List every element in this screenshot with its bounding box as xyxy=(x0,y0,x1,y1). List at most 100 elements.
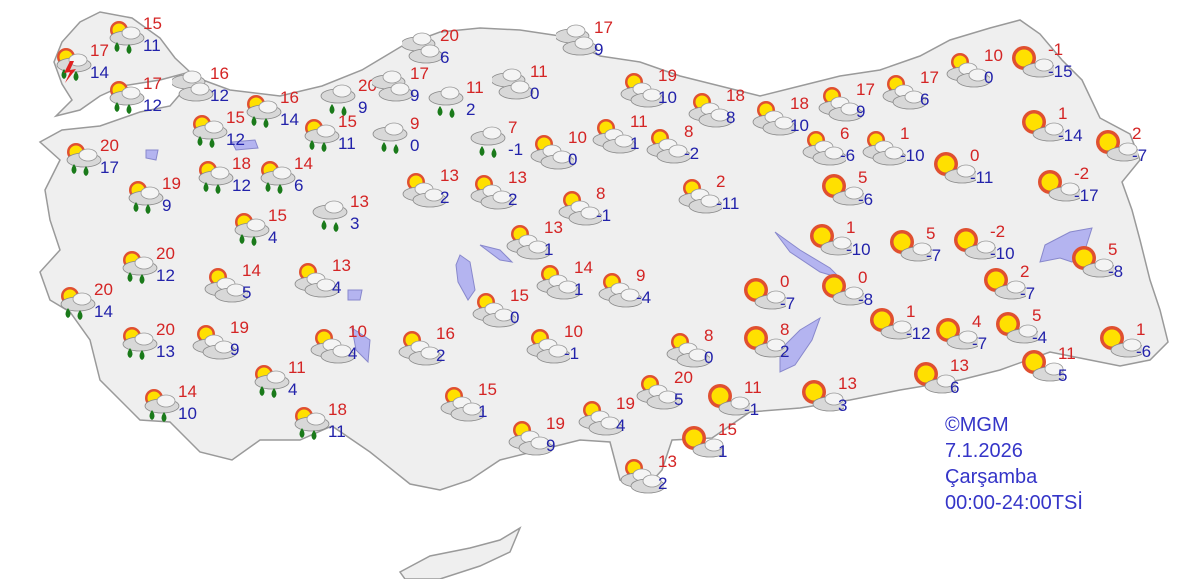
partly-cloudy-icon xyxy=(472,293,516,328)
partly-cloudy-icon xyxy=(294,263,338,298)
partly-cloudy-rain-icon xyxy=(234,213,270,246)
partly-cloudy-rain-icon xyxy=(122,327,158,360)
forecast-station: 17 12 xyxy=(105,75,185,124)
mostly-sunny-icon xyxy=(744,278,786,310)
high-temp: 14 xyxy=(574,258,593,277)
cloud-rain-icon xyxy=(372,122,408,154)
high-temp: 17 xyxy=(410,64,429,83)
low-temp: 2 xyxy=(508,190,518,209)
forecast-station: 19 9 xyxy=(192,319,272,368)
mostly-sunny-icon xyxy=(708,384,750,416)
mostly-sunny-icon xyxy=(984,268,1026,300)
high-temp: 5 xyxy=(1108,240,1118,259)
partly-cloudy-icon xyxy=(882,75,926,110)
forecast-station: -2 -10 xyxy=(952,223,1032,272)
high-temp: 20 xyxy=(674,368,693,387)
forecast-station: 1 -10 xyxy=(862,124,942,174)
mostly-sunny-icon xyxy=(1022,350,1064,382)
high-temp: 18 xyxy=(790,94,809,113)
partly-cloudy-icon xyxy=(752,101,796,136)
high-temp: 11 xyxy=(630,112,648,131)
low-temp: -1 xyxy=(508,140,524,159)
high-temp: 19 xyxy=(546,414,565,433)
high-temp: 0 xyxy=(858,268,868,287)
high-temp: 20 xyxy=(156,320,175,339)
high-temp: 7 xyxy=(508,118,518,137)
low-temp: 3 xyxy=(350,214,360,233)
map-legend: ©MGM 7.1.2026 Çarşamba 00:00-24:00TSİ xyxy=(945,412,1083,516)
low-temp: -7 xyxy=(926,246,942,265)
low-temp: 10 xyxy=(790,116,809,135)
high-temp: 17 xyxy=(594,18,613,37)
forecast-station: 19 9 xyxy=(508,414,588,464)
low-temp: -11 xyxy=(970,168,994,187)
low-temp: 11 xyxy=(338,134,356,153)
partly-cloudy-icon xyxy=(646,129,690,164)
partly-cloudy-rain-icon xyxy=(144,389,180,422)
forecast-station: 20 6 xyxy=(402,27,482,76)
low-temp: 1 xyxy=(478,402,488,421)
low-temp: 11 xyxy=(143,36,161,55)
high-temp: -1 xyxy=(1048,40,1064,59)
high-temp: 15 xyxy=(510,286,529,305)
low-temp: 12 xyxy=(232,176,251,195)
forecast-station: 14 10 xyxy=(140,382,220,432)
forecast-station: 14 6 xyxy=(256,155,336,204)
partly-cloudy-rain-icon xyxy=(122,251,158,284)
mostly-sunny-icon xyxy=(1072,246,1114,278)
partly-cloudy-icon xyxy=(204,268,248,303)
high-temp: 14 xyxy=(178,382,197,401)
cloudy-icon xyxy=(402,32,444,64)
low-temp: 10 xyxy=(178,404,197,423)
partly-cloudy-icon xyxy=(470,175,514,210)
high-temp: -2 xyxy=(1074,164,1090,183)
partly-cloudy-rain-icon xyxy=(246,95,282,128)
forecast-station: 13 1 xyxy=(506,218,586,268)
partly-cloudy-icon xyxy=(620,459,664,494)
forecast-station: 5 -7 xyxy=(888,225,968,274)
low-temp: 6 xyxy=(950,378,960,397)
low-temp: 9 xyxy=(856,102,866,121)
high-temp: 1 xyxy=(900,124,910,143)
low-temp: 2 xyxy=(658,474,668,493)
high-temp: 19 xyxy=(658,66,677,85)
high-temp: 19 xyxy=(616,394,635,413)
mostly-sunny-icon xyxy=(870,308,912,340)
partly-cloudy-icon xyxy=(530,135,574,170)
low-temp: -1 xyxy=(744,400,760,419)
low-temp: 17 xyxy=(100,158,119,177)
high-temp: 1 xyxy=(846,218,856,237)
high-temp: 15 xyxy=(718,420,737,439)
low-temp: 12 xyxy=(156,266,175,285)
high-temp: 16 xyxy=(436,324,455,343)
partly-cloudy-icon xyxy=(592,119,636,154)
low-temp: 0 xyxy=(984,68,994,87)
low-temp: -17 xyxy=(1074,186,1099,205)
forecast-station: 15 12 xyxy=(188,109,268,158)
low-temp: 9 xyxy=(594,40,604,59)
mostly-sunny-icon xyxy=(802,380,844,412)
forecast-station: -2 -17 xyxy=(1036,164,1116,214)
forecast-station: 5 -6 xyxy=(820,169,900,218)
high-temp: 10 xyxy=(984,46,1003,65)
partly-cloudy-icon xyxy=(862,131,906,166)
low-temp: 0 xyxy=(704,348,714,367)
forecast-station: 10 0 xyxy=(530,129,610,178)
high-temp: 13 xyxy=(544,218,563,237)
low-temp: 6 xyxy=(440,48,450,67)
high-temp: 17 xyxy=(856,80,875,99)
forecast-station: 20 14 xyxy=(56,281,136,330)
high-temp: 15 xyxy=(268,206,287,225)
low-temp: 1 xyxy=(544,240,554,259)
high-temp: 1 xyxy=(906,302,916,321)
mostly-sunny-icon xyxy=(1022,110,1064,142)
partly-cloudy-rain-icon xyxy=(294,407,330,440)
mostly-sunny-icon xyxy=(810,224,852,256)
forecast-station: 15 11 xyxy=(300,113,380,162)
forecast-station: 2 -7 xyxy=(982,263,1062,312)
forecast-station: 11 1 xyxy=(592,112,672,162)
day-label: Çarşamba xyxy=(945,466,1038,488)
high-temp: 13 xyxy=(838,374,857,393)
partly-cloudy-icon xyxy=(818,87,862,122)
low-temp: 5 xyxy=(674,390,684,409)
